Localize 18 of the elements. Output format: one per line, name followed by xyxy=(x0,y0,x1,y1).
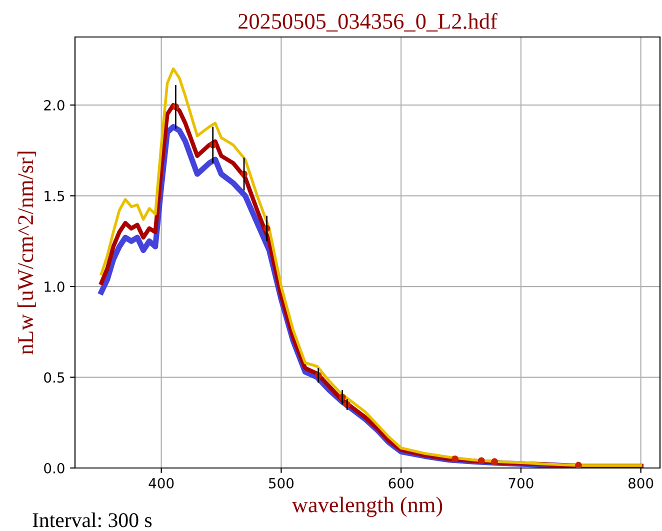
x-tick-label: 600 xyxy=(388,478,414,488)
x-tick-label: 700 xyxy=(508,478,534,488)
point xyxy=(491,458,498,466)
y-tick-label: 1.5 xyxy=(44,190,64,202)
y-tick-label: 0.0 xyxy=(44,462,64,474)
x-tick-label: 800 xyxy=(628,478,654,488)
point xyxy=(452,455,458,462)
y-tick-label: 2.0 xyxy=(44,100,64,111)
x-axis-title: wavelength (nm) xyxy=(292,496,442,517)
chart-title: 20250505_034356_0_L2.hdf xyxy=(238,13,498,32)
x-tick-label: 500 xyxy=(269,478,294,488)
x-tick-label: 400 xyxy=(148,478,174,488)
text: Interval: 300 s xyxy=(32,512,152,528)
y-axis-title: nLw [uW/cm^2/nm/sr] xyxy=(17,152,36,354)
point xyxy=(478,457,485,464)
y-tick-label: 0.5 xyxy=(44,372,64,383)
point xyxy=(575,462,582,468)
y-tick-label: 1.0 xyxy=(44,281,64,292)
